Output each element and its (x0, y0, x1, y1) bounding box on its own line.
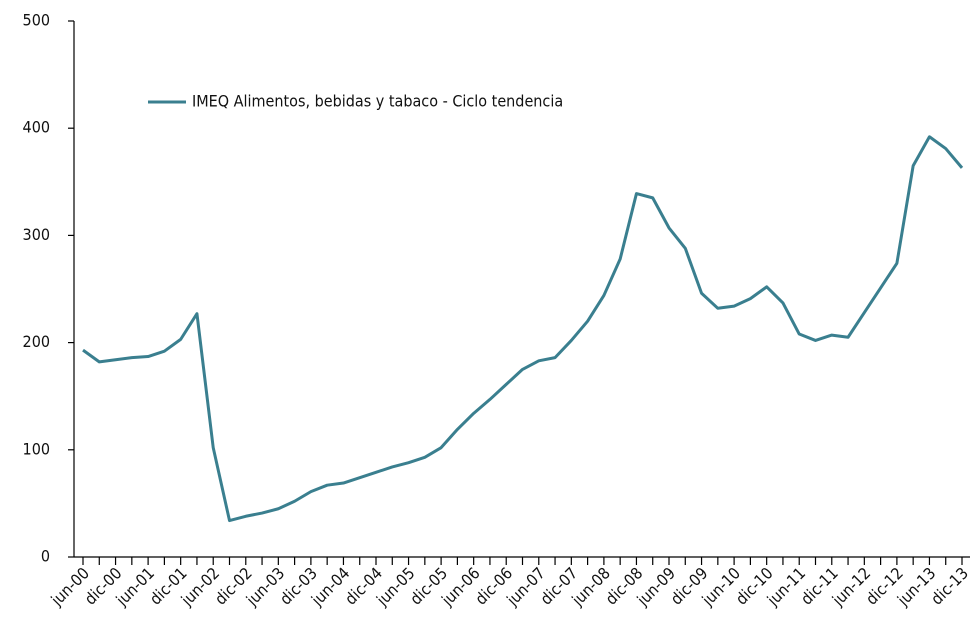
y-tick-label: 0 (41, 547, 50, 566)
y-tick-label: 300 (23, 225, 50, 244)
series-line (82, 135, 964, 523)
legend-label: IMEQ Alimentos, bebidas y tabaco - Ciclo… (192, 92, 563, 111)
x-tick-label: jun-00 (47, 564, 94, 611)
y-tick-label: 500 (23, 11, 50, 30)
x-tick-label: dic-13 (927, 564, 970, 609)
y-tick-label: 100 (23, 439, 50, 458)
y-tick-label: 400 (23, 118, 50, 137)
y-tick-label: 200 (23, 332, 50, 351)
